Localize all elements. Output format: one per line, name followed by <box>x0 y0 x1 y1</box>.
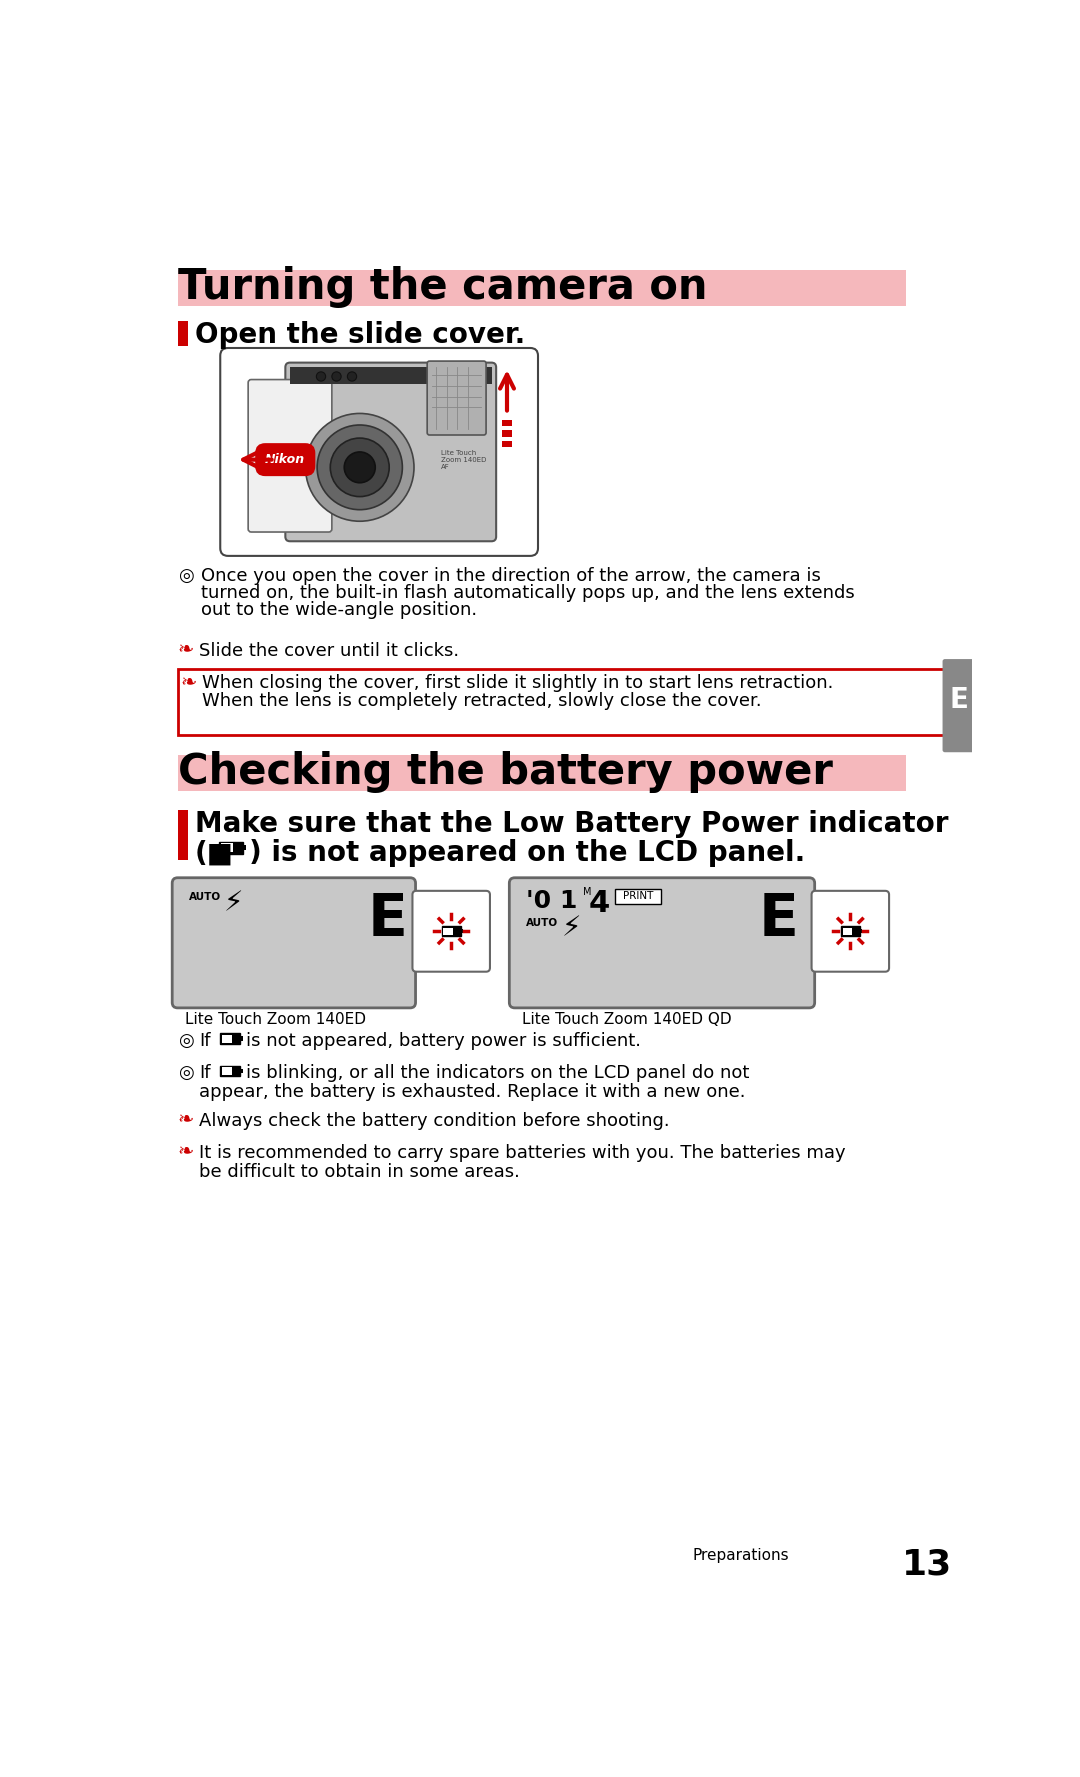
Bar <box>241 1068 243 1073</box>
Bar <box>221 842 232 853</box>
Text: Always check the battery condition before shooting.: Always check the battery condition befor… <box>200 1112 670 1130</box>
Text: ❧: ❧ <box>177 1143 194 1162</box>
Text: Turning the camera on: Turning the camera on <box>177 265 707 307</box>
Bar <box>177 322 188 347</box>
Text: Make sure that the Low Battery Power indicator: Make sure that the Low Battery Power ind… <box>194 810 948 839</box>
Circle shape <box>316 371 326 380</box>
Circle shape <box>332 371 341 380</box>
Text: Lite Touch Zoom 140ED QD: Lite Touch Zoom 140ED QD <box>523 1011 732 1027</box>
FancyBboxPatch shape <box>248 380 332 531</box>
Text: is not appeared, battery power is sufficient.: is not appeared, battery power is suffic… <box>246 1032 640 1050</box>
Bar <box>501 419 512 426</box>
Bar <box>221 1068 232 1075</box>
Circle shape <box>330 439 389 496</box>
FancyBboxPatch shape <box>510 878 814 1008</box>
Text: out to the wide-angle position.: out to the wide-angle position. <box>201 601 477 620</box>
Bar <box>177 270 906 306</box>
Bar <box>220 1032 241 1045</box>
Text: When the lens is completely retracted, slowly close the cover.: When the lens is completely retracted, s… <box>202 693 762 711</box>
Text: If: If <box>200 1032 211 1050</box>
Text: It is recommended to carry spare batteries with you. The batteries may: It is recommended to carry spare batteri… <box>200 1144 846 1162</box>
Text: Lite Touch Zoom 140ED: Lite Touch Zoom 140ED <box>186 1011 366 1027</box>
Bar <box>501 441 512 448</box>
Text: ) is not appeared on the LCD panel.: ) is not appeared on the LCD panel. <box>248 839 806 867</box>
Bar <box>177 810 188 860</box>
FancyBboxPatch shape <box>811 890 889 972</box>
Bar <box>444 928 453 935</box>
Text: E: E <box>367 890 407 947</box>
Text: ◎: ◎ <box>177 567 193 585</box>
Bar <box>460 929 463 933</box>
Text: If: If <box>200 1064 211 1082</box>
Bar <box>442 926 460 936</box>
Circle shape <box>348 371 356 380</box>
Bar <box>501 430 512 437</box>
Circle shape <box>318 425 403 510</box>
Bar <box>220 1066 241 1077</box>
FancyBboxPatch shape <box>943 659 974 752</box>
Text: AUTO: AUTO <box>189 892 221 903</box>
Text: appear, the battery is exhausted. Replace it with a new one.: appear, the battery is exhausted. Replac… <box>200 1082 746 1100</box>
Text: Open the slide cover.: Open the slide cover. <box>194 322 525 348</box>
Text: Lite Touch
Zoom 140ED
AF: Lite Touch Zoom 140ED AF <box>441 450 486 469</box>
Text: ⚡: ⚡ <box>562 913 581 942</box>
Text: ❧: ❧ <box>177 640 194 659</box>
FancyBboxPatch shape <box>413 890 490 972</box>
Text: AUTO: AUTO <box>526 917 558 928</box>
Bar <box>243 846 246 849</box>
Text: Slide the cover until it clicks.: Slide the cover until it clicks. <box>200 641 459 659</box>
FancyBboxPatch shape <box>285 363 496 542</box>
Text: ◎: ◎ <box>177 1064 193 1082</box>
Text: turned on, the built-in flash automatically pops up, and the lens extends: turned on, the built-in flash automatica… <box>201 585 854 602</box>
Circle shape <box>306 414 414 521</box>
FancyBboxPatch shape <box>220 348 538 556</box>
Text: ⚡: ⚡ <box>225 888 244 917</box>
Text: ◎: ◎ <box>177 1032 193 1050</box>
Text: ❧: ❧ <box>177 1111 194 1130</box>
Text: Checking the battery power: Checking the battery power <box>177 750 833 793</box>
Bar <box>177 755 906 791</box>
Text: is blinking, or all the indicators on the LCD panel do not: is blinking, or all the indicators on th… <box>246 1064 750 1082</box>
Bar <box>291 368 491 384</box>
Bar <box>841 926 860 936</box>
Bar <box>241 1036 243 1041</box>
Text: Nikon: Nikon <box>266 453 306 466</box>
Text: 13: 13 <box>902 1548 953 1582</box>
Bar <box>860 929 862 933</box>
FancyBboxPatch shape <box>428 361 486 435</box>
Text: '0 1: '0 1 <box>526 888 578 913</box>
Text: Preparations: Preparations <box>693 1548 789 1562</box>
Text: Once you open the cover in the direction of the arrow, the camera is: Once you open the cover in the direction… <box>201 567 821 585</box>
Bar <box>842 928 852 935</box>
Text: PRINT: PRINT <box>623 890 653 901</box>
Text: 4: 4 <box>589 888 609 919</box>
Text: (■: (■ <box>194 839 233 867</box>
Bar <box>219 842 243 855</box>
FancyBboxPatch shape <box>172 878 416 1008</box>
Bar <box>221 1034 232 1043</box>
Text: be difficult to obtain in some areas.: be difficult to obtain in some areas. <box>200 1162 521 1180</box>
Circle shape <box>345 451 375 483</box>
Text: E: E <box>759 890 799 947</box>
Text: M: M <box>583 887 592 897</box>
Text: When closing the cover, first slide it slightly in to start lens retraction.: When closing the cover, first slide it s… <box>202 675 834 693</box>
FancyBboxPatch shape <box>615 888 661 904</box>
Text: ❧: ❧ <box>180 673 197 691</box>
Bar <box>177 670 945 734</box>
Text: E: E <box>949 686 969 714</box>
